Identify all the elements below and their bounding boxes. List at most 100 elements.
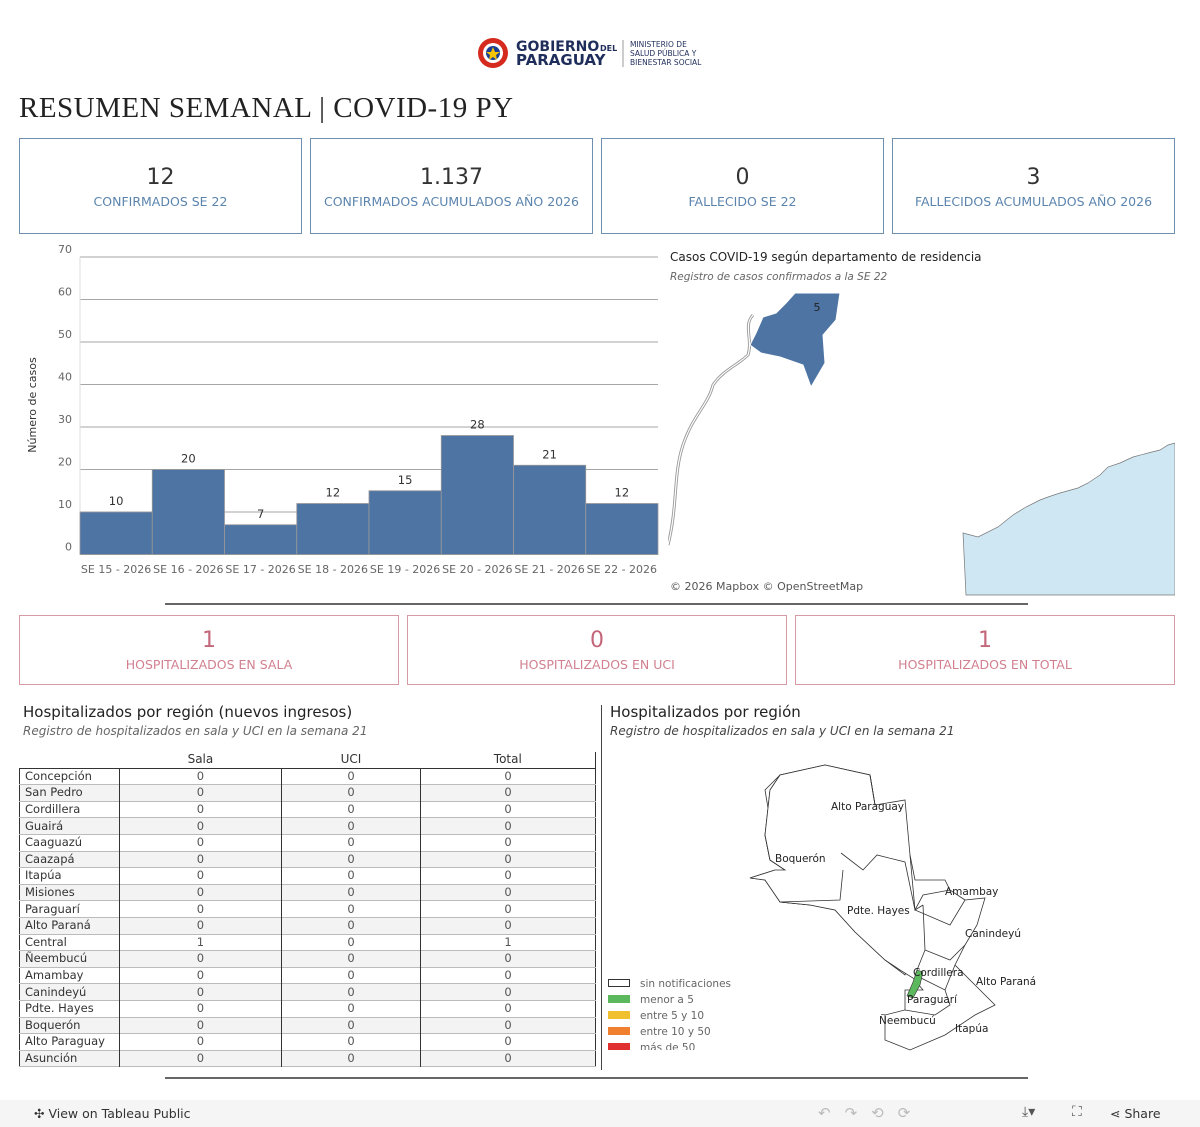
x-tick-label: SE 19 - 2026 <box>370 563 440 576</box>
region-border <box>904 904 966 1016</box>
map-attribution: © 2026 Mapbox © OpenStreetMap <box>670 580 863 593</box>
share-text: Share <box>1124 1106 1161 1121</box>
kpi-label: CONFIRMADOS SE 22 <box>93 194 228 209</box>
bar <box>151 469 225 555</box>
row-label: Caaguazú <box>25 835 83 850</box>
table-cell: 0 <box>119 817 282 835</box>
table-row: Ñeembucú 0 0 0 <box>19 950 596 968</box>
map-value-label: 5 <box>814 301 821 314</box>
download-button[interactable]: ⤓▾ <box>1022 1104 1036 1120</box>
row-label: Central <box>25 934 67 949</box>
bar <box>440 435 514 555</box>
x-tick-label: SE 20 - 2026 <box>442 563 512 576</box>
table-cell: 0 <box>119 1017 282 1034</box>
region-label: Cordillera <box>913 967 964 979</box>
x-tick-label: SE 16 - 2026 <box>153 563 223 576</box>
y-tick-label: 60 <box>58 286 72 299</box>
kpi-card: 3 FALLECIDOS ACUMULADOS AÑO 2026 <box>892 138 1175 234</box>
legend-swatch <box>608 1043 630 1050</box>
map-subtitle: Registro de casos confirmados a la SE 22 <box>670 271 887 283</box>
row-label: Misiones <box>25 885 75 900</box>
table-row: Misiones 0 0 0 <box>19 884 596 901</box>
table-cell: 0 <box>280 950 421 968</box>
region-label: Amambay <box>945 886 998 898</box>
separator <box>165 1077 1028 1079</box>
table-cell: 0 <box>119 1033 282 1051</box>
table-cell: 0 <box>119 867 282 885</box>
hosp-kpi-card: 1 HOSPITALIZADOS EN TOTAL <box>795 615 1175 685</box>
data-label: 10 <box>109 494 124 508</box>
table-row: Pdte. Hayes 0 0 0 <box>19 1000 596 1017</box>
table-cell: 0 <box>420 917 596 935</box>
logo-star <box>486 47 500 60</box>
table-cell: 0 <box>280 817 421 835</box>
x-tick-label: SE 22 - 2026 <box>587 563 657 576</box>
map-regions: Alto Paraguay Boquerón Pdte. Hayes Amamb… <box>749 764 1036 1051</box>
separator <box>165 603 1028 605</box>
table-cell: 0 <box>420 950 596 968</box>
y-tick-label: 40 <box>58 371 72 384</box>
table-cell: 0 <box>420 1017 596 1034</box>
page-title: RESUMEN SEMANAL | COVID-19 PY <box>19 92 514 124</box>
table-row: Concepción 0 0 0 <box>19 768 596 785</box>
table-row: San Pedro 0 0 0 <box>19 784 596 802</box>
kpi-value: 1 <box>978 628 992 653</box>
table-cell: 0 <box>420 801 596 818</box>
region-labels: Alto Paraguay Boquerón Pdte. Hayes Amamb… <box>775 801 1036 1035</box>
table-cell: 0 <box>280 1033 421 1051</box>
y-tick-label: 70 <box>58 245 72 256</box>
data-label: 12 <box>615 486 630 500</box>
data-label: 7 <box>257 507 264 521</box>
hosp-kpi-card: 0 HOSPITALIZADOS EN UCI <box>407 615 787 685</box>
table-cell: 0 <box>280 851 421 868</box>
legend-swatch <box>608 979 630 987</box>
table-cell: 0 <box>420 1000 596 1017</box>
x-tick-label: SE 18 - 2026 <box>298 563 368 576</box>
table-cell: 0 <box>280 768 421 785</box>
legend-label: entre 5 y 10 <box>640 1010 705 1022</box>
table-cell: 0 <box>119 834 282 852</box>
tableau-link[interactable]: ✣ View on Tableau Public <box>34 1106 191 1121</box>
legend-item: sin notificaciones <box>608 978 743 994</box>
region-label: Alto Paraná <box>976 976 1036 988</box>
fullscreen-button[interactable]: ⛶ <box>1072 1104 1082 1120</box>
column-header: Sala <box>187 752 214 767</box>
table-cell: 0 <box>280 917 421 935</box>
footer: ✣ View on Tableau Public ↶↷⟲⟳ ⤓▾ ⛶ ⋖ Sha… <box>0 1100 1200 1127</box>
y-tick-label: 0 <box>65 541 72 554</box>
table-cell: 0 <box>420 768 596 785</box>
table-cell: 0 <box>280 983 421 1001</box>
table-row: Alto Paraná 0 0 0 <box>19 917 596 935</box>
row-label: Amambay <box>25 968 84 983</box>
kpi-label: HOSPITALIZADOS EN TOTAL <box>898 657 1072 672</box>
kpi-label: FALLECIDOS ACUMULADOS AÑO 2026 <box>914 194 1153 209</box>
logo: GOBIERNO DEL PARAGUAY MINISTERIO DE SALU… <box>478 38 702 69</box>
department-shape <box>749 292 841 389</box>
table-cell: 0 <box>420 834 596 852</box>
map2-subtitle: Registro de hospitalizados en sala y UCI… <box>610 724 955 738</box>
bar <box>296 503 370 555</box>
table-row: Alto Paraguay 0 0 0 <box>19 1033 596 1051</box>
table-row: Amambay 0 0 0 <box>19 967 596 984</box>
region-label: Alto Paraguay <box>831 801 904 813</box>
table-row: Paraguarí 0 0 0 <box>19 900 596 918</box>
river <box>668 313 755 546</box>
table-cell: 0 <box>280 884 421 901</box>
share-button[interactable]: ⋖ Share <box>1110 1106 1161 1121</box>
kpi-card: 12 CONFIRMADOS SE 22 <box>19 138 302 234</box>
row-label: Itapúa <box>25 868 62 883</box>
y-tick-label: 30 <box>58 413 72 426</box>
table-row: Boquerón 0 0 0 <box>19 1017 596 1034</box>
table-cell: 0 <box>280 900 421 918</box>
column-header <box>20 752 120 768</box>
region-label: Ñeembucú <box>879 1014 936 1027</box>
y-tick-label: 50 <box>58 328 72 341</box>
bar <box>79 511 153 555</box>
table-cell: 0 <box>119 801 282 818</box>
bar <box>513 464 587 555</box>
table-cell: 0 <box>119 784 282 802</box>
kpi-card: 0 FALLECIDO SE 22 <box>601 138 884 234</box>
country-outline <box>749 764 996 1051</box>
data-label: 28 <box>470 418 485 432</box>
